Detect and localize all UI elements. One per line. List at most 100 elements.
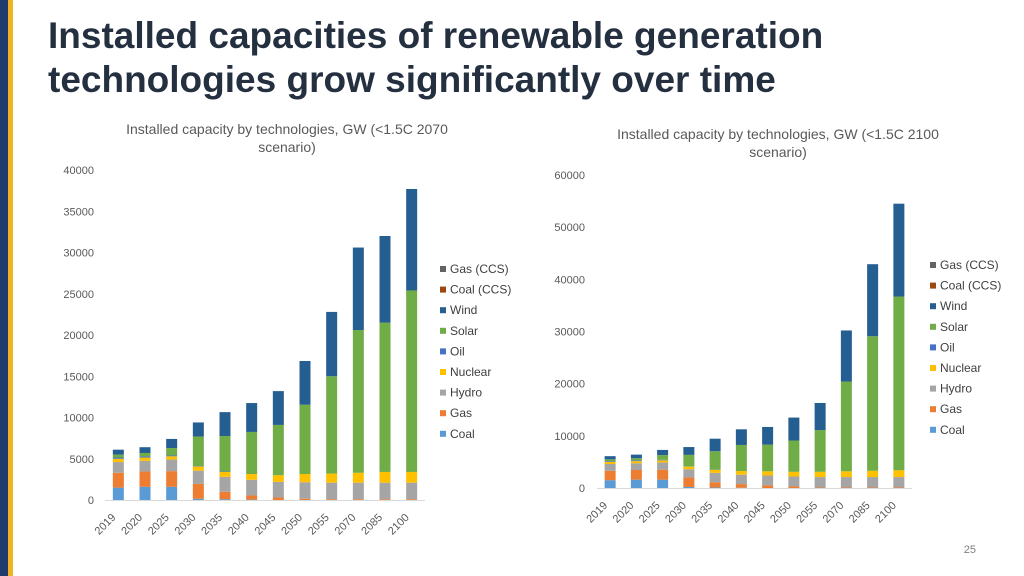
bar-segment-hydro-2019 <box>112 462 124 473</box>
bar-segment-nuclear-2030 <box>683 466 695 470</box>
bar-segment-solar-2035 <box>709 451 721 470</box>
bar-segment-nuclear-2100 <box>406 471 418 483</box>
y-tick-label: 20000 <box>63 330 94 342</box>
bar-segment-wind-2070 <box>840 330 852 382</box>
legend-label-coal-ccs-: Coal (CCS) <box>940 279 1001 293</box>
bar-segment-wind-2100 <box>893 203 905 297</box>
y-tick-label: 30000 <box>554 327 585 339</box>
bar-segment-hydro-2070 <box>352 482 364 500</box>
bar-segment-solar-2040 <box>735 444 747 472</box>
bar-segment-oil-2020 <box>139 456 151 458</box>
x-tick-label: 2070 <box>333 512 359 538</box>
bar-segment-wind-2050 <box>788 417 800 441</box>
bar-segment-solar-2030 <box>683 454 695 467</box>
x-tick-label: 2020 <box>611 500 637 526</box>
x-tick-label: 2025 <box>146 512 172 538</box>
bar-segment-solar-2020 <box>139 452 151 457</box>
bar-segment-coal-2035 <box>219 499 231 500</box>
legend-label-hydro: Hydro <box>940 382 972 396</box>
bar-segment-wind-2025 <box>166 438 178 449</box>
bar-segment-nuclear-2085 <box>379 471 391 483</box>
legend-swatch-nuclear <box>440 369 446 375</box>
bar-segment-wind-2045 <box>762 426 774 445</box>
legend-label-gas: Gas <box>940 402 962 416</box>
legend-swatch-coal <box>930 426 936 433</box>
bar-segment-solar-2035 <box>219 436 231 472</box>
bar-segment-solar-2070 <box>840 381 852 472</box>
bar-segment-coal-2025 <box>166 486 178 500</box>
bar-segment-solar-2085 <box>867 336 879 471</box>
chart-2100-scenario: Installed capacity by technologies, GW (… <box>540 112 1010 552</box>
bar-segment-solar-2050 <box>299 404 311 475</box>
legend-swatch-solar <box>440 327 446 334</box>
legend: Gas (CCS) Coal (CCS) Wind Solar Oil Nuclear Hy… <box>440 262 511 441</box>
bar-segment-oil-2020 <box>630 460 642 462</box>
legend-label-wind: Wind <box>450 303 477 317</box>
bar-segment-wind-2020 <box>630 454 642 459</box>
legend-label-coal-ccs-: Coal (CCS) <box>450 283 511 297</box>
legend-label-coal: Coal <box>450 427 475 441</box>
x-tick-label: 2100 <box>873 500 899 526</box>
bar-segment-solar-2025 <box>657 455 669 460</box>
bar-segment-hydro-2055 <box>326 482 338 500</box>
legend-swatch-coal-ccs- <box>440 286 446 293</box>
bar-segment-gas-2020 <box>139 471 151 487</box>
legend-label-nuclear: Nuclear <box>450 365 491 379</box>
slide-accent-stripe-light <box>8 0 13 576</box>
y-tick-label: 0 <box>579 483 585 495</box>
bar-segment-wind-2055 <box>814 402 826 431</box>
bar-segment-nuclear-2020 <box>139 457 151 461</box>
bar-segment-coal-2019 <box>112 487 124 500</box>
bar-segment-gas-2100 <box>893 487 905 488</box>
bar-segment-solar-2040 <box>246 431 258 475</box>
bar-segment-gas-2055 <box>326 499 338 500</box>
legend-swatch-gas-ccs- <box>930 262 936 268</box>
bar-segment-hydro-2035 <box>709 472 721 483</box>
y-tick-label: 20000 <box>554 379 585 391</box>
x-tick-label: 2035 <box>199 512 225 538</box>
bar-segment-hydro-2085 <box>867 477 879 488</box>
bar-segment-hydro-2045 <box>762 475 774 486</box>
bar-segment-hydro-2019 <box>604 464 616 471</box>
legend-swatch-wind <box>440 307 446 314</box>
bar-segment-hydro-2025 <box>657 462 669 470</box>
bar-segment-hydro-2055 <box>814 477 826 488</box>
bar-segment-gas-2030 <box>192 483 204 499</box>
x-tick-label: 2085 <box>359 512 385 538</box>
y-tick-label: 50000 <box>554 222 585 234</box>
bar-segment-hydro-2085 <box>379 482 391 500</box>
bar-segment-solar-2025 <box>166 448 178 456</box>
bar-segment-gas-2055 <box>814 487 826 488</box>
x-tick-label: 2055 <box>794 500 820 526</box>
bar-segment-solar-2055 <box>814 430 826 472</box>
bar-segment-nuclear-2025 <box>657 460 669 463</box>
bar-segment-gas-2019 <box>112 472 124 488</box>
bar-segment-oil-2019 <box>112 457 124 459</box>
bar-segment-gas-2050 <box>299 498 311 500</box>
bar-segment-nuclear-2040 <box>735 471 747 475</box>
bar-segment-wind-2040 <box>246 403 258 432</box>
x-tick-label: 2019 <box>93 512 119 538</box>
x-tick-label: 2050 <box>279 512 305 538</box>
x-tick-label: 2085 <box>847 500 873 526</box>
bar-segment-nuclear-2035 <box>219 471 231 477</box>
slide-title: Installed capacities of renewable genera… <box>48 15 824 100</box>
bar-segment-wind-2030 <box>192 422 204 437</box>
legend-label-gas: Gas <box>450 406 472 420</box>
bar-segment-nuclear-2100 <box>893 470 905 478</box>
bar-segment-gas-2035 <box>709 482 721 488</box>
bar-segment-nuclear-2050 <box>788 471 800 477</box>
bar-segment-hydro-2050 <box>788 476 800 487</box>
y-tick-label: 15000 <box>63 371 94 383</box>
bar-segment-wind-2030 <box>683 447 695 455</box>
bar-segment-wind-2020 <box>139 447 151 453</box>
legend-swatch-gas <box>930 406 936 413</box>
legend-swatch-nuclear <box>930 365 936 371</box>
bar-segment-nuclear-2025 <box>166 456 178 460</box>
bar-segment-nuclear-2070 <box>840 471 852 478</box>
legend-swatch-coal-ccs- <box>930 282 936 289</box>
y-tick-label: 40000 <box>554 274 585 286</box>
bar-segment-hydro-2040 <box>246 479 258 496</box>
bar-segment-gas-2045 <box>762 485 774 488</box>
